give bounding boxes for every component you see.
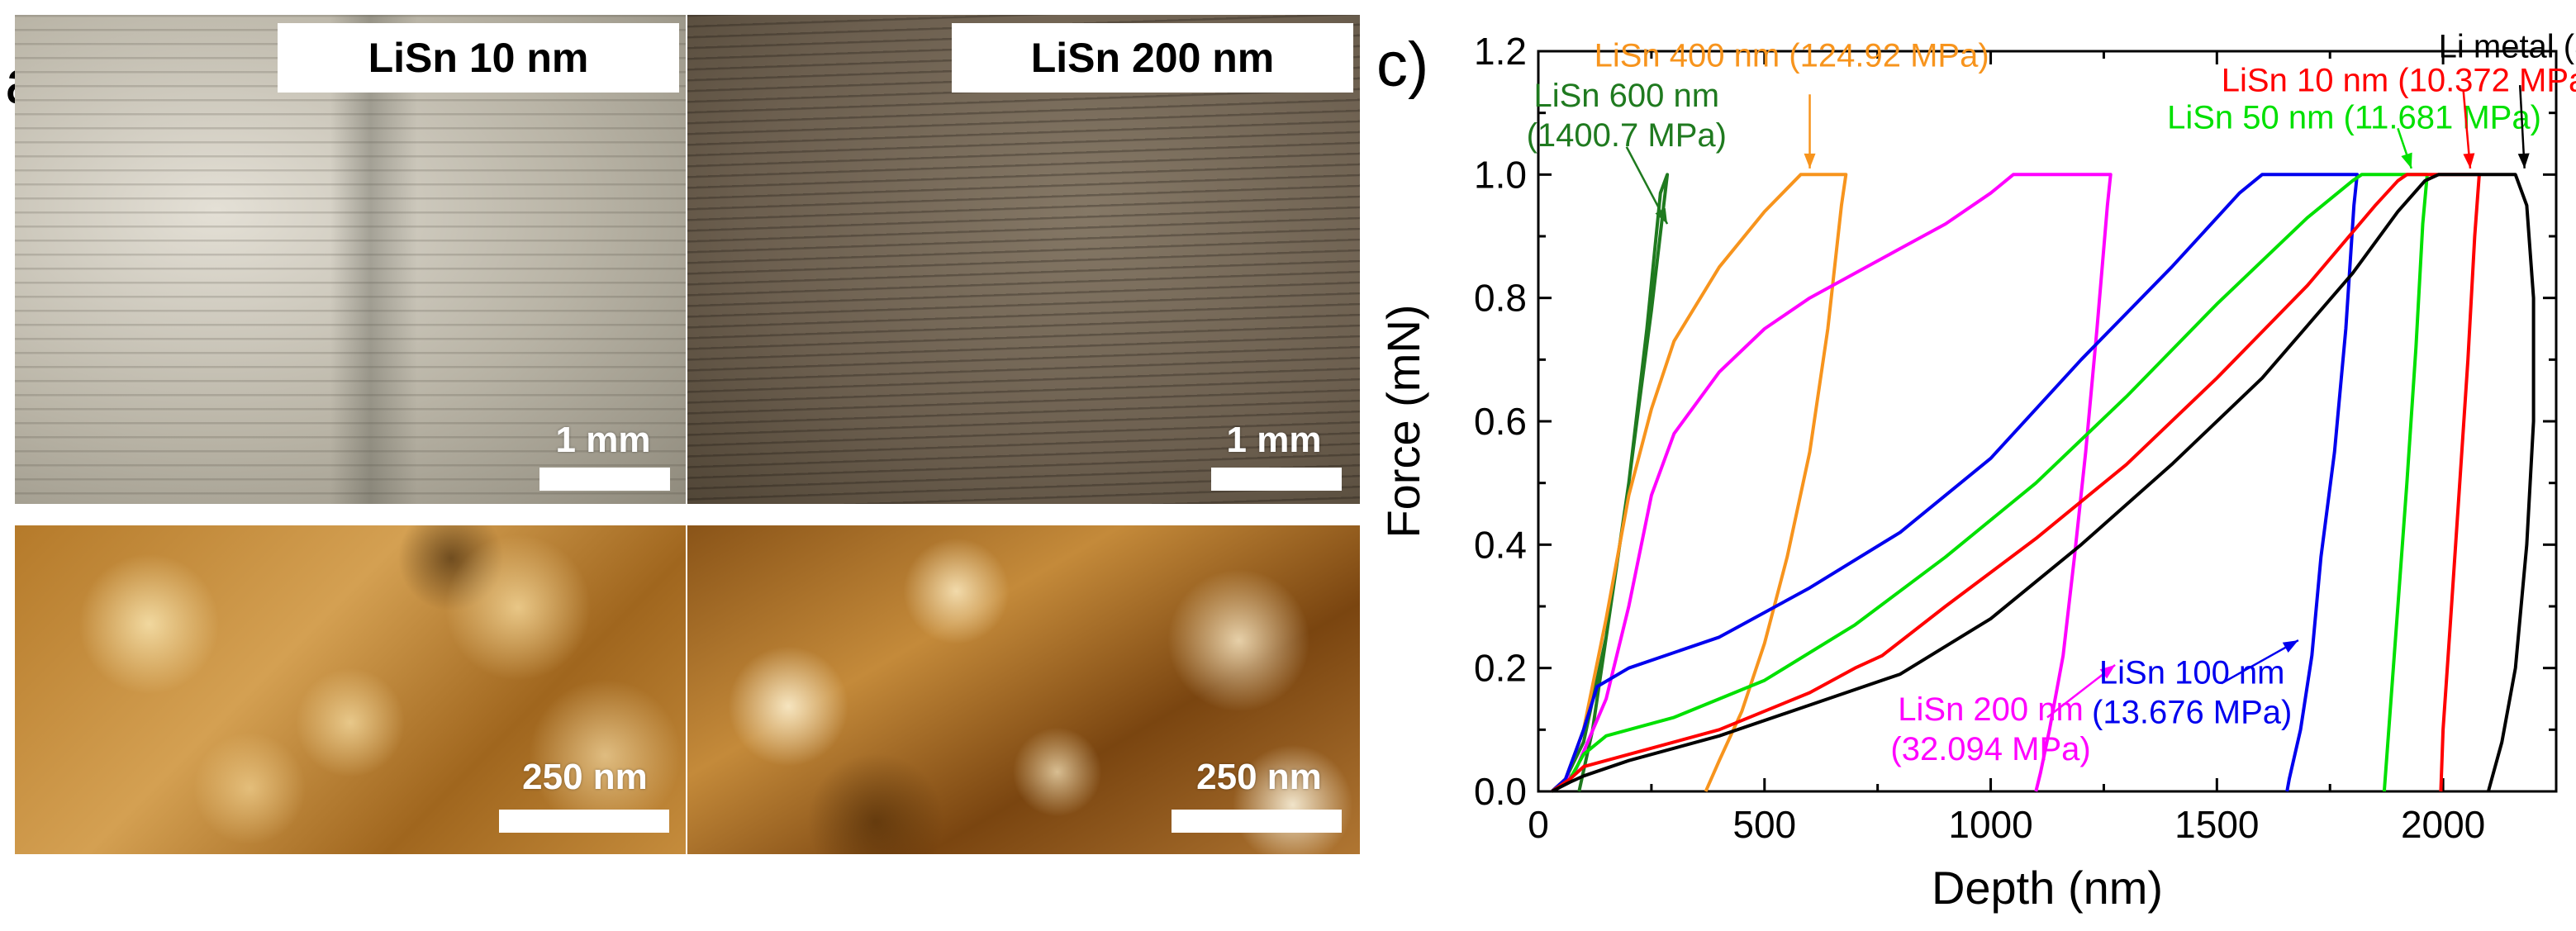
annotation-arrowhead-li-metal	[2517, 153, 2530, 169]
y-tick-label: 0.4	[1474, 523, 1527, 566]
annotation-arrowhead-lisn-50-nm	[2401, 152, 2412, 169]
annotation-lisn-400-nm: LiSn 400 nm (124.92 MPa)	[1595, 38, 1989, 74]
panel-a-afm-scale-bar	[499, 810, 669, 833]
panel-b-optical-scale-bar	[1211, 468, 1342, 491]
afm-image-lisn-10nm	[15, 525, 686, 854]
annotation-lisn-10-nm: LiSn 10 nm (10.372 MPa)	[2222, 63, 2576, 99]
series-line-lisn-600-nm	[1551, 173, 1670, 793]
panel-a-title: LiSn 10 nm	[278, 23, 679, 93]
afm-image-lisn-200nm	[687, 525, 1360, 854]
annotation-li-metal: Li metal (8.594 MPa)	[2439, 28, 2576, 64]
y-tick-label: 0.0	[1474, 770, 1527, 813]
y-tick-label: 0.2	[1474, 647, 1527, 690]
annotation-lisn-600-nm: LiSn 600 nm	[1533, 78, 1719, 114]
x-tick-label: 1000	[1948, 803, 2032, 846]
panel-c-label: c)	[1376, 30, 1428, 100]
optical-image-lisn-10nm	[15, 15, 686, 504]
annotation-arrowhead-lisn-600-nm	[1655, 207, 1668, 225]
y-axis-label: Force (mN)	[1377, 304, 1429, 538]
y-tick-label: 1.0	[1474, 153, 1527, 196]
series-line-lisn-10-nm	[1551, 173, 2481, 793]
series-line-lisn-400-nm	[1551, 173, 1848, 793]
annotation-arrowhead-lisn-200-nm	[2099, 664, 2116, 679]
series-line-lisn-50-nm	[1551, 173, 2429, 793]
panel-b-afm-scale-label: 250 nm	[1196, 757, 1322, 797]
annotation-lisn-100-nm: (13.676 MPa)	[2092, 694, 2292, 730]
series-line-lisn-100-nm	[1551, 173, 2360, 793]
annotation-lisn-200-nm: (32.094 MPa)	[1890, 731, 2090, 767]
x-tick-label: 500	[1732, 803, 1796, 846]
x-axis-label: Depth (nm)	[1932, 862, 2163, 914]
x-axis-ticks: 0 500 1000 1500 2000	[1528, 51, 2558, 846]
series-line-lisn-200-nm	[1551, 173, 2113, 793]
series-annotations: LiSn 600 nm(1400.7 MPa)LiSn 400 nm (124.…	[1527, 28, 2576, 767]
panel-b-optical-scale-label: 1 mm	[1226, 420, 1322, 460]
annotation-lisn-50-nm: LiSn 50 nm (11.681 MPa)	[2167, 99, 2541, 135]
y-axis-ticks: 0.0 0.2 0.4 0.6 0.8 1.0 1.2	[1474, 30, 2556, 813]
panel-a-optical-scale-label: 1 mm	[555, 420, 651, 460]
x-tick-label: 2000	[2401, 803, 2485, 846]
panel-a-optical-scale-bar	[539, 468, 670, 491]
annotation-arrowhead-lisn-400-nm	[1804, 153, 1816, 169]
annotation-lisn-100-nm: LiSn 100 nm	[2099, 654, 2285, 691]
panel-a-afm-scale-label: 250 nm	[522, 757, 648, 797]
x-tick-label: 1500	[2174, 803, 2259, 846]
force-depth-chart: c) 0.0 0.2 0.4 0.6 0.8 1.0 1.2 0 500 1000 1500 200…	[1376, 28, 2576, 914]
annotation-arrowhead-lisn-10-nm	[2463, 153, 2475, 169]
plot-frame	[1537, 50, 2558, 793]
annotation-arrowhead-lisn-100-nm	[2282, 640, 2298, 653]
y-tick-label: 0.8	[1474, 277, 1527, 320]
x-tick-label: 0	[1528, 803, 1549, 846]
panel-b-title: LiSn 200 nm	[952, 23, 1353, 93]
series-group	[1551, 173, 2536, 793]
annotation-lisn-200-nm: LiSn 200 nm	[1898, 691, 2084, 728]
optical-image-lisn-200nm	[687, 15, 1360, 504]
series-line-li-metal	[1551, 173, 2536, 793]
y-tick-label: 1.2	[1474, 30, 1527, 73]
panel-b-afm-scale-bar	[1172, 810, 1342, 833]
y-tick-label: 0.6	[1474, 400, 1527, 443]
